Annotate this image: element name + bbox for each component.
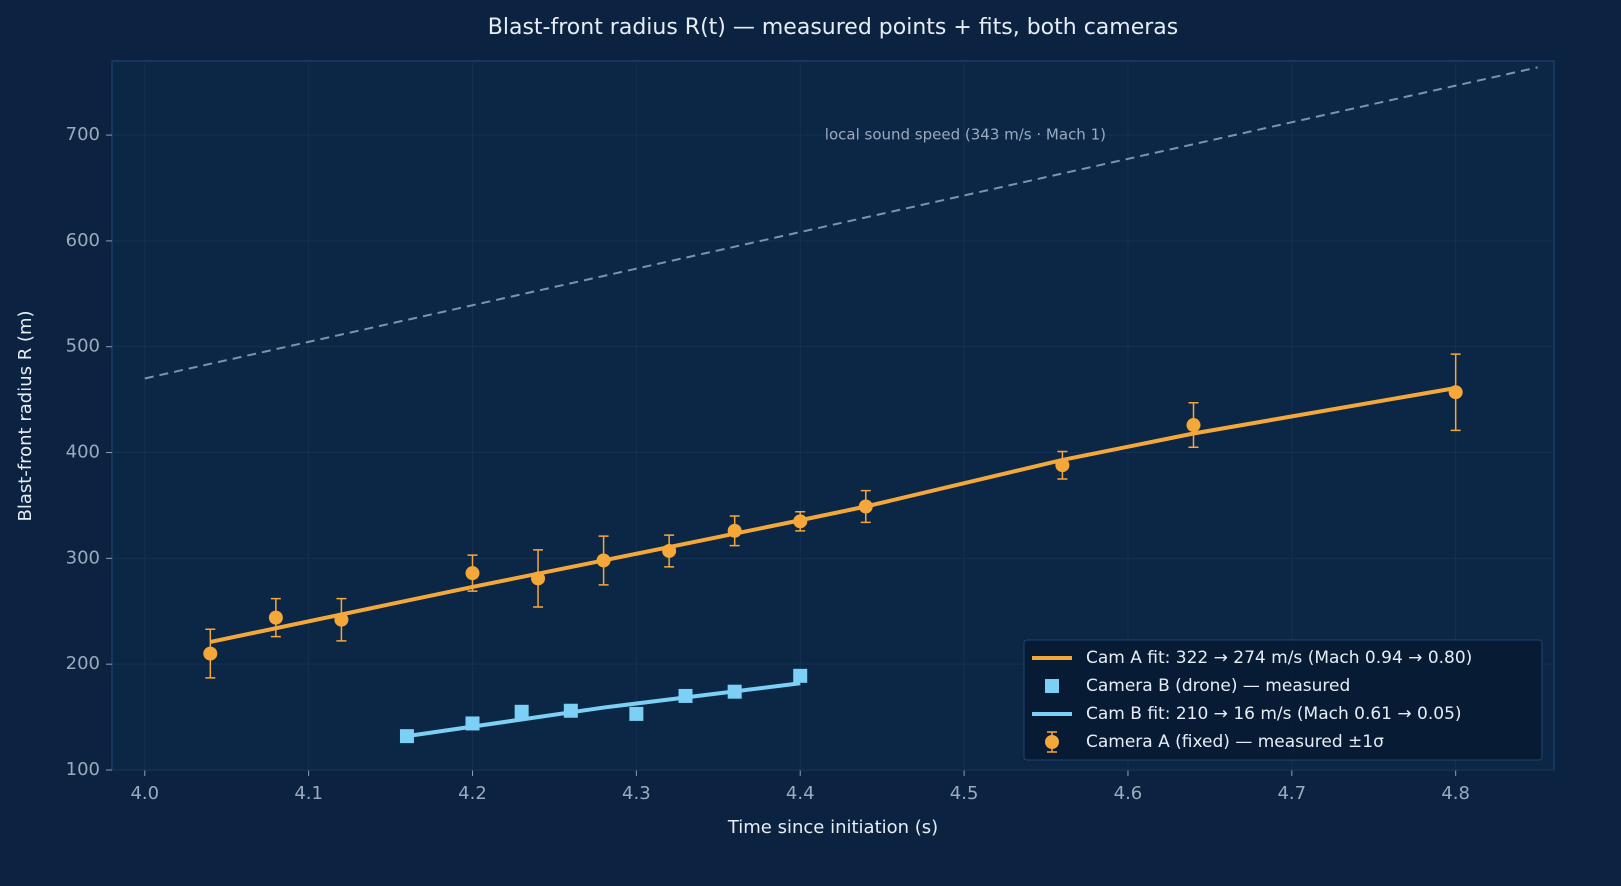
point [531,571,546,586]
point [727,523,742,538]
chart-title: Blast-front radius R(t) — measured point… [488,15,1178,40]
fit-line [209,386,1457,644]
x-tick-label: 4.4 [786,783,815,804]
x-tick-label: 4.2 [458,783,487,804]
y-tick-label: 700 [66,124,100,145]
point [596,553,611,568]
reference-line [144,66,1538,380]
x-tick-label: 4.6 [1114,783,1143,804]
point [662,543,677,558]
y-tick-label: 200 [66,653,100,674]
y-axis-label: Blast-front radius R (m) [15,310,36,521]
y-tick-label: 100 [66,759,100,780]
point [1055,458,1070,473]
point [465,566,480,581]
point [1186,418,1201,433]
fit-line [406,681,801,739]
point [268,610,283,625]
point [203,646,218,661]
point [793,668,808,683]
x-tick-label: 4.1 [294,783,323,804]
legend-swatch [1045,735,1059,749]
x-tick-label: 4.0 [130,783,159,804]
point [514,704,529,719]
legend-label: Camera B (drone) — measured [1086,676,1350,696]
legend-swatch [1045,679,1059,693]
y-tick-label: 300 [66,547,100,568]
y-tick-label: 600 [66,230,100,251]
point [629,706,644,721]
y-tick-label: 500 [66,336,100,357]
legend-label: Cam A fit: 322 → 274 m/s (Mach 0.94 → 0.… [1086,648,1472,668]
legend-label: Camera A (fixed) — measured ±1σ [1086,732,1384,752]
point [858,499,873,514]
x-tick-label: 4.3 [622,783,651,804]
legend-label: Cam B fit: 210 → 16 m/s (Mach 0.61 → 0.0… [1086,704,1462,724]
point [334,612,349,627]
x-tick-label: 4.7 [1277,783,1306,804]
legend-box [1023,639,1543,761]
point [1448,385,1463,400]
x-tick-label: 4.8 [1441,783,1470,804]
x-axis-label: Time since initiation (s) [727,817,938,838]
y-tick-label: 400 [66,442,100,463]
point [793,514,808,529]
x-tick-label: 4.5 [950,783,979,804]
annotation: local sound speed (343 m/s · Mach 1) [825,126,1106,144]
